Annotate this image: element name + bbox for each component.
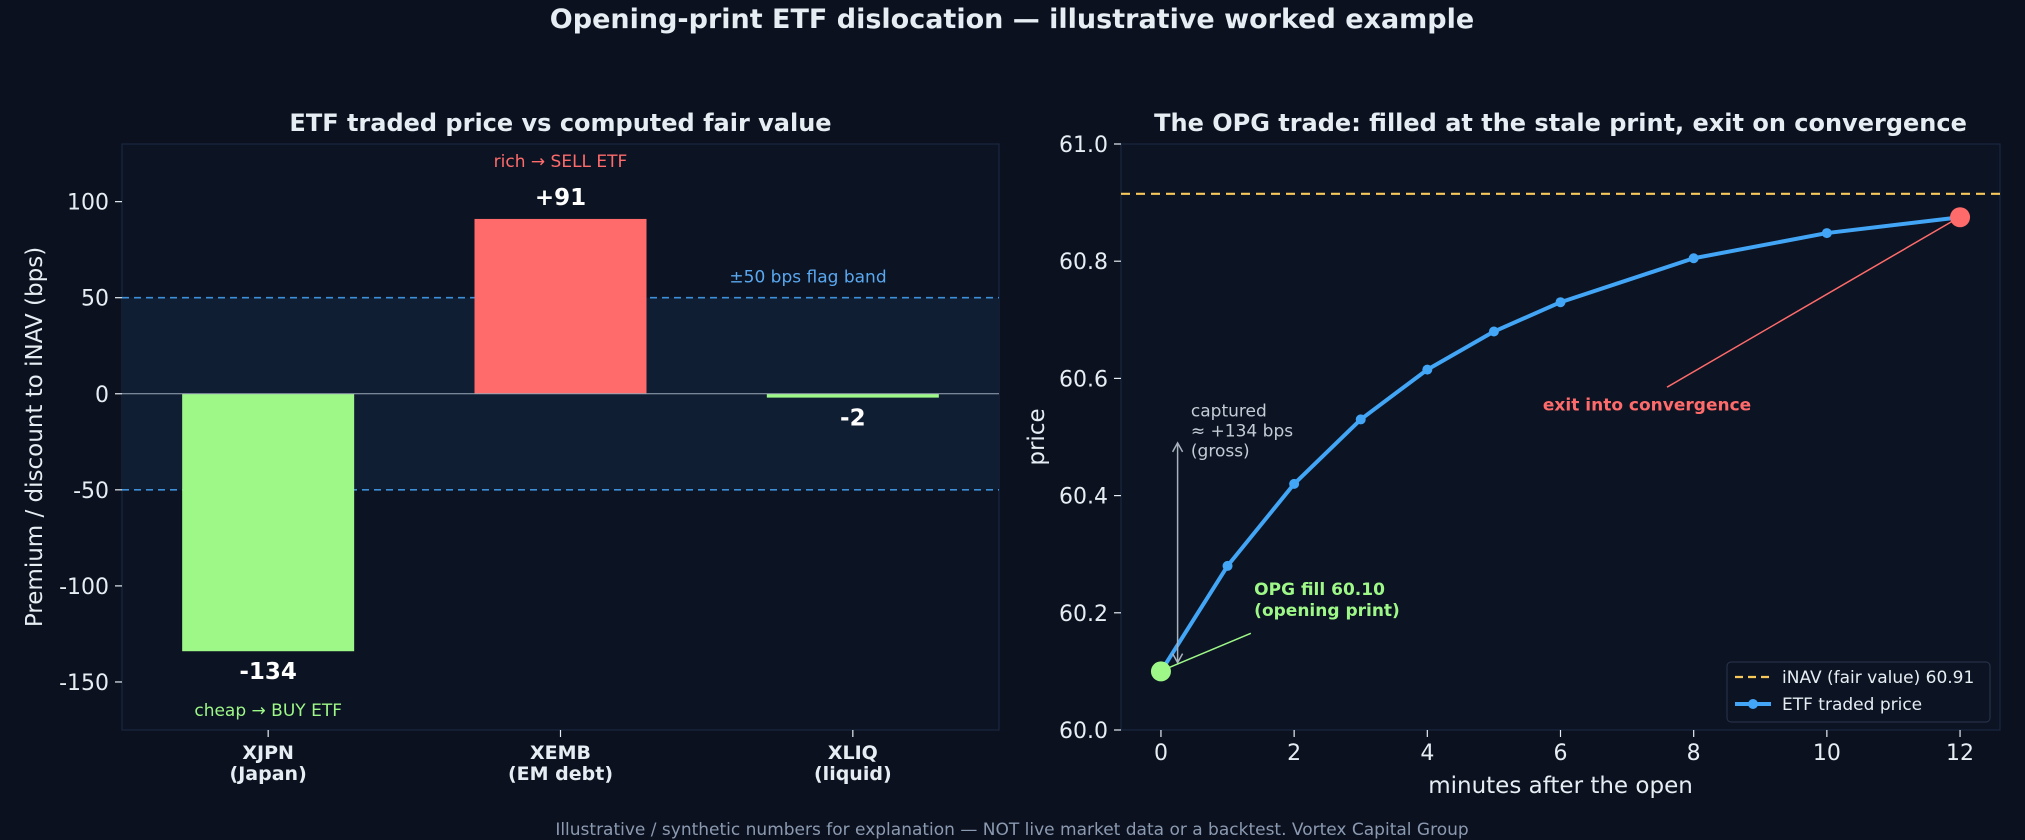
entry-marker	[1150, 661, 1171, 682]
figure-suptitle: Opening-print ETF dislocation — illustra…	[550, 4, 1474, 35]
y-tick-label: -100	[59, 575, 109, 600]
price-point	[1289, 478, 1300, 489]
x-category-label-0: XJPN (Japan)	[230, 742, 307, 785]
y-tick-label: -150	[59, 671, 109, 696]
bar-value-label-0: -134	[239, 659, 297, 685]
x-category-label-1: XEMB (EM debt)	[508, 742, 613, 785]
cheap-note: cheap → BUY ETF	[194, 701, 342, 721]
exit-marker	[1950, 207, 1971, 228]
price-point	[1355, 414, 1366, 425]
footer-disclaimer: Illustrative / synthetic numbers for exp…	[555, 820, 1468, 840]
x-tick-label: 10	[1813, 741, 1841, 766]
bar-1	[474, 218, 647, 394]
price-line	[1159, 215, 1961, 673]
price-point	[1821, 228, 1832, 239]
y-tick-label: 60.4	[1059, 485, 1108, 510]
y-tick-label: 60.2	[1059, 602, 1108, 627]
price-point	[1488, 326, 1499, 337]
right-chart-opg-trade: captured ≈ +134 bps (gross) OPG fill 60.10(…	[1024, 109, 2001, 799]
price-point	[1222, 560, 1233, 571]
y-tick-label: 60.0	[1059, 719, 1108, 744]
exit-arrow	[1666, 219, 1955, 388]
captured-arrow-head-bottom	[1171, 653, 1184, 665]
x-tick-label: 12	[1946, 741, 1974, 766]
x-tick-label: 0	[1154, 741, 1168, 766]
bar-2	[766, 393, 939, 398]
legend-box	[1726, 661, 1991, 723]
rich-note: rich → SELL ETF	[494, 152, 628, 172]
left-chart-title: ETF traded price vs computed fair value	[289, 109, 831, 137]
bar-value-label-1: +91	[535, 185, 586, 211]
left-chart-premium-bars: ±50 bps flag band -134 +91 -2 rich → SELL ET…	[22, 109, 1000, 785]
right-x-axis-label: minutes after the open	[1428, 773, 1693, 799]
x-tick-label: 2	[1287, 741, 1301, 766]
price-point	[1555, 297, 1566, 308]
y-tick-label: 100	[67, 191, 109, 216]
x-tick-label: 4	[1420, 741, 1434, 766]
entry-arrow	[1166, 632, 1252, 670]
x-tick-label: 8	[1687, 741, 1701, 766]
y-tick-label: 60.8	[1059, 250, 1108, 275]
y-tick-label: 50	[81, 287, 109, 312]
captured-note: captured ≈ +134 bps (gross)	[1191, 401, 1293, 461]
price-point	[1688, 253, 1699, 264]
left-y-axis-label: Premium / discount to iNAV (bps)	[22, 247, 48, 627]
legend-inav-label: iNAV (fair value) 60.91	[1782, 668, 1974, 688]
exit-note: exit into convergence	[1543, 396, 1751, 416]
y-tick-label: 61.0	[1059, 133, 1108, 158]
bar-0	[182, 393, 355, 652]
legend-price-label: ETF traded price	[1782, 695, 1922, 715]
x-tick-label: 6	[1554, 741, 1568, 766]
x-category-label-2: XLIQ (liquid)	[814, 742, 892, 785]
price-point	[1422, 364, 1433, 375]
captured-arrow-head-top	[1171, 441, 1184, 453]
legend-price-marker	[1748, 699, 1758, 709]
legend: iNAV (fair value) 60.91 ETF traded price	[1726, 661, 1991, 723]
right-chart-title: The OPG trade: filled at the stale print…	[1154, 109, 1967, 137]
flag-band-label: ±50 bps flag band	[729, 268, 886, 288]
y-tick-label: -50	[73, 479, 109, 504]
y-tick-label: 0	[95, 383, 109, 408]
right-y-axis-label: price	[1024, 408, 1050, 465]
y-tick-label: 60.6	[1059, 367, 1108, 392]
entry-note: OPG fill 60.10 (opening print)	[1254, 580, 1400, 621]
bar-value-label-2: -2	[840, 406, 866, 432]
